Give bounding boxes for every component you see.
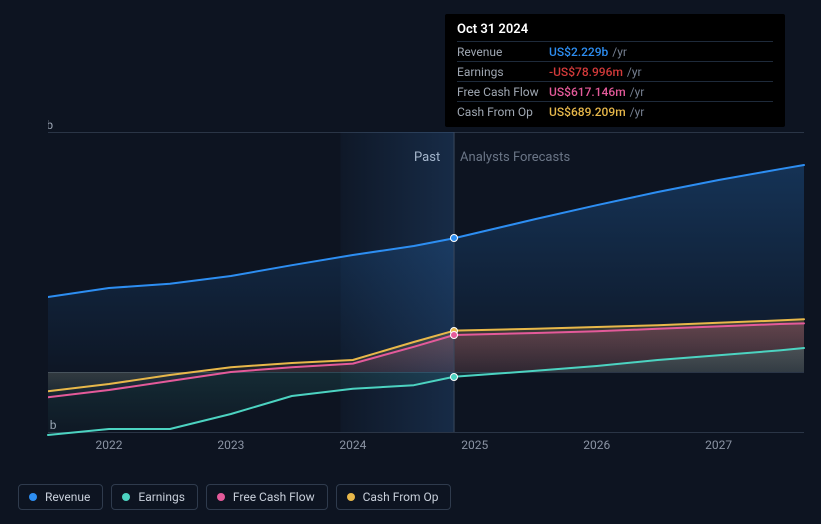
legend-item-revenue[interactable]: Revenue bbox=[18, 484, 103, 510]
tooltip-suffix: /yr bbox=[627, 65, 642, 79]
x-axis-label: 2024 bbox=[339, 438, 366, 452]
legend-item-fcf[interactable]: Free Cash Flow bbox=[206, 484, 328, 510]
x-axis-label: 2027 bbox=[705, 438, 732, 452]
tooltip-label: Cash From Op bbox=[457, 105, 549, 119]
tooltip-label: Free Cash Flow bbox=[457, 85, 549, 99]
legend-dot bbox=[217, 493, 225, 501]
legend-item-cfo[interactable]: Cash From Op bbox=[336, 484, 452, 510]
legend-label: Earnings bbox=[138, 490, 185, 504]
x-axis-label: 2026 bbox=[583, 438, 610, 452]
legend-label: Revenue bbox=[45, 490, 90, 504]
tooltip-value: -US$78.996m bbox=[549, 65, 623, 79]
tooltip-suffix: /yr bbox=[612, 45, 627, 59]
marker-earnings bbox=[450, 373, 458, 381]
legend-label: Cash From Op bbox=[363, 490, 439, 504]
tooltip-title: Oct 31 2024 bbox=[457, 22, 773, 37]
x-axis-label: 2022 bbox=[95, 438, 122, 452]
tooltip-row-earnings: Earnings -US$78.996m /yr bbox=[457, 61, 773, 81]
tooltip-row-revenue: Revenue US$2.229b /yr bbox=[457, 41, 773, 61]
legend: Revenue Earnings Free Cash Flow Cash Fro… bbox=[18, 484, 451, 510]
tooltip-value: US$689.209m bbox=[549, 105, 626, 119]
legend-dot bbox=[122, 493, 130, 501]
legend-dot bbox=[347, 493, 355, 501]
tooltip-label: Revenue bbox=[457, 45, 549, 59]
legend-dot bbox=[29, 493, 37, 501]
tooltip-value: US$2.229b bbox=[549, 45, 608, 59]
chart-tooltip: Oct 31 2024 Revenue US$2.229b /yr Earnin… bbox=[445, 14, 785, 127]
x-axis-label: 2025 bbox=[461, 438, 488, 452]
chart-container: Oct 31 2024 Revenue US$2.229b /yr Earnin… bbox=[18, 14, 804, 474]
marker-fcf bbox=[450, 331, 458, 339]
tooltip-suffix: /yr bbox=[630, 105, 645, 119]
tooltip-label: Earnings bbox=[457, 65, 549, 79]
tooltip-row-cfo: Cash From Op US$689.209m /yr bbox=[457, 101, 773, 121]
legend-item-earnings[interactable]: Earnings bbox=[111, 484, 198, 510]
marker-revenue bbox=[450, 234, 458, 242]
legend-label: Free Cash Flow bbox=[233, 490, 315, 504]
tooltip-value: US$617.146m bbox=[549, 85, 626, 99]
tooltip-suffix: /yr bbox=[630, 85, 645, 99]
tooltip-row-fcf: Free Cash Flow US$617.146m /yr bbox=[457, 81, 773, 101]
x-axis-label: 2023 bbox=[217, 438, 244, 452]
